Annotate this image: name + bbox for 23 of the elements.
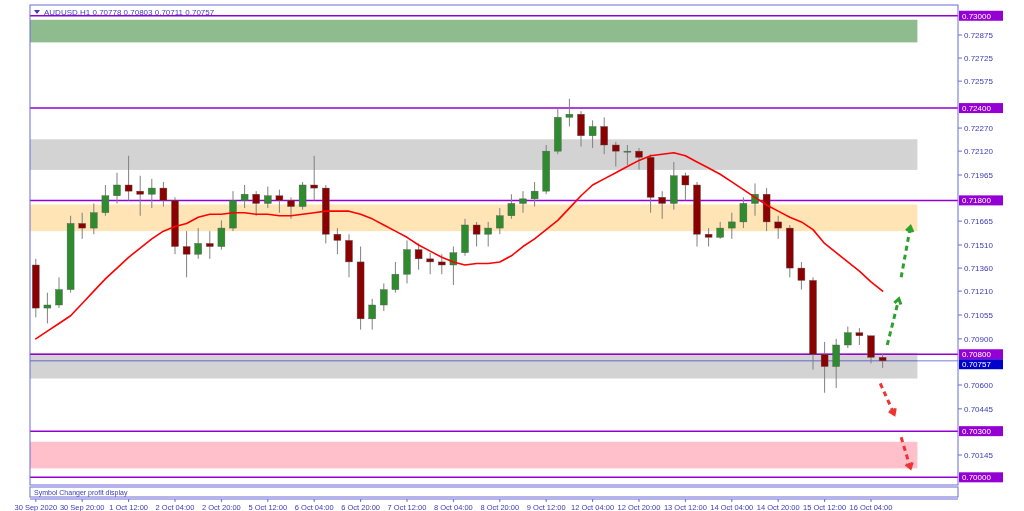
ref-line-label: 0.70800 <box>962 350 992 360</box>
ref-line-label: 0.70300 <box>962 427 992 437</box>
ref-line-label: 0.70000 <box>962 473 992 483</box>
y-tick-label: 0.71510 <box>964 241 994 250</box>
y-tick-label: 0.71360 <box>964 264 994 274</box>
y-tick-label: 0.70600 <box>964 381 994 390</box>
y-tick-label: 0.72270 <box>964 124 994 134</box>
y-tick-label: 0.70145 <box>964 451 994 460</box>
ref-line-label: 0.73000 <box>962 11 992 21</box>
ref-line-label: 0.71800 <box>962 196 992 206</box>
y-tick-label: 0.71210 <box>964 287 994 297</box>
y-tick-label: 0.72120 <box>964 147 994 157</box>
y-tick-label: 0.71055 <box>964 311 994 320</box>
y-tick-label: 0.70900 <box>964 334 994 344</box>
y-tick-label: 0.72725 <box>964 54 994 64</box>
ref-line-label: 0.70757 <box>962 360 992 370</box>
y-tick-label: 0.72575 <box>964 77 994 87</box>
ref-line-label: 0.72400 <box>962 104 992 114</box>
y-tick-label: 0.72875 <box>964 31 994 40</box>
chart-title: AUDUSD.H1 0.70778 0.70803 0.70711 0.70757 <box>44 8 215 17</box>
y-tick-label: 0.71665 <box>964 217 994 227</box>
y-tick-label: 0.70445 <box>964 404 994 414</box>
y-tick-label: 0.71965 <box>964 171 994 180</box>
